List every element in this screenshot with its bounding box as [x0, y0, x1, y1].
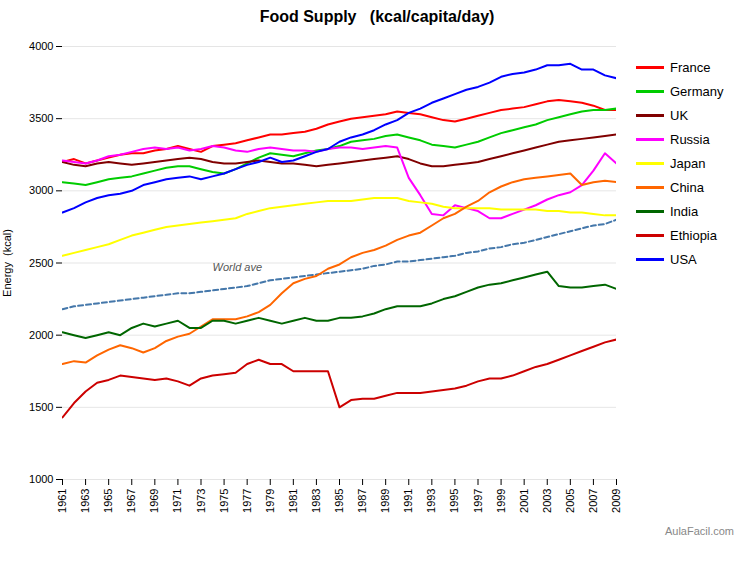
svg-text:1999: 1999 — [495, 489, 507, 513]
svg-text:Energy (kcal): Energy (kcal) — [1, 229, 13, 297]
html-text:China: China — [670, 180, 704, 195]
svg-text:1975: 1975 — [218, 489, 230, 513]
svg-text:4000: 4000 — [29, 40, 53, 52]
svg-text:World ave: World ave — [213, 261, 263, 273]
svg-text:3500: 3500 — [29, 112, 53, 124]
svg-text:1965: 1965 — [102, 489, 114, 513]
svg-text:1983: 1983 — [310, 489, 322, 513]
svg-text:2009: 2009 — [610, 489, 622, 513]
svg-text:1961: 1961 — [56, 489, 68, 513]
svg-text:1500: 1500 — [29, 401, 53, 413]
html-text:Japan: Japan — [670, 156, 706, 171]
svg-text:2001: 2001 — [518, 489, 530, 513]
svg-text:1977: 1977 — [241, 489, 253, 513]
html-text:India: India — [670, 204, 699, 219]
svg-text:1991: 1991 — [402, 489, 414, 513]
svg-text:1967: 1967 — [125, 489, 137, 513]
html-text:USA: USA — [670, 252, 697, 267]
svg-text:1997: 1997 — [472, 489, 484, 513]
html-text:Food Supply (kcal/capita/day): Food Supply (kcal/capita/day) — [259, 8, 495, 25]
svg-text:2000: 2000 — [29, 329, 53, 341]
svg-text:1985: 1985 — [333, 489, 345, 513]
html-text:Germany: Germany — [670, 84, 724, 99]
svg-text:2007: 2007 — [587, 489, 599, 513]
svg-text:2500: 2500 — [29, 257, 53, 269]
svg-text:3000: 3000 — [29, 184, 53, 196]
svg-text:1973: 1973 — [195, 489, 207, 513]
svg-text:1000: 1000 — [29, 473, 53, 485]
svg-text:1989: 1989 — [379, 489, 391, 513]
svg-text:1981: 1981 — [287, 489, 299, 513]
svg-text:1969: 1969 — [148, 489, 160, 513]
svg-text:2003: 2003 — [541, 489, 553, 513]
html-text:Ethiopia: Ethiopia — [670, 228, 717, 243]
svg-text:1993: 1993 — [425, 489, 437, 513]
html-text:Russia: Russia — [670, 132, 710, 147]
svg-text:1995: 1995 — [448, 489, 460, 513]
html-text:UK: UK — [670, 108, 689, 123]
html-text:France: France — [670, 60, 711, 75]
html-text:AulaFacil.com: AulaFacil.com — [664, 525, 734, 537]
svg-text:1963: 1963 — [79, 489, 91, 513]
svg-text:2005: 2005 — [564, 489, 576, 513]
svg-text:1987: 1987 — [356, 489, 368, 513]
svg-text:1971: 1971 — [171, 489, 183, 513]
svg-text:1979: 1979 — [264, 489, 276, 513]
